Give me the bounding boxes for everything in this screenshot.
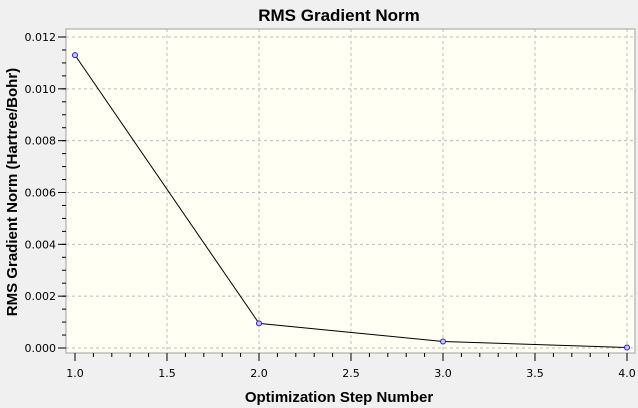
- data-point: [72, 52, 78, 59]
- axes: [58, 28, 636, 361]
- grid-lines: [66, 29, 635, 353]
- x-tick-label: 1.0: [66, 367, 84, 380]
- y-tick-label: 0.010: [25, 83, 57, 96]
- x-tick-label: 2.0: [250, 367, 268, 380]
- data-point: [256, 320, 262, 327]
- series-line: [74, 54, 628, 348]
- data-point: [440, 338, 446, 345]
- y-tick-label: 0.008: [25, 135, 57, 148]
- x-tick-label: 1.5: [158, 367, 176, 380]
- y-tick-label: 0.006: [25, 187, 57, 200]
- tick-labels: 1.0 1.5 2.0 2.5 3.0 3.5 4.0 0.000 0.002 0.004 0.00…: [25, 31, 636, 380]
- x-tick-label: 2.5: [342, 367, 360, 380]
- data-series: [72, 52, 630, 351]
- x-tick-label: 3.5: [526, 367, 544, 380]
- y-tick-label: 0.012: [25, 31, 57, 44]
- x-tick-label: 3.0: [434, 367, 452, 380]
- y-axis-label: RMS Gradient Norm (Hartree/Bohr): [4, 68, 21, 316]
- x-axis-label: Optimization Step Number: [245, 389, 434, 406]
- y-tick-label: 0.000: [25, 342, 57, 355]
- y-tick-label: 0.004: [25, 238, 57, 251]
- chart-title: RMS Gradient Norm: [258, 6, 420, 25]
- x-tick-label: 4.0: [618, 367, 636, 380]
- y-tick-label: 0.002: [25, 290, 57, 303]
- data-point: [624, 344, 630, 351]
